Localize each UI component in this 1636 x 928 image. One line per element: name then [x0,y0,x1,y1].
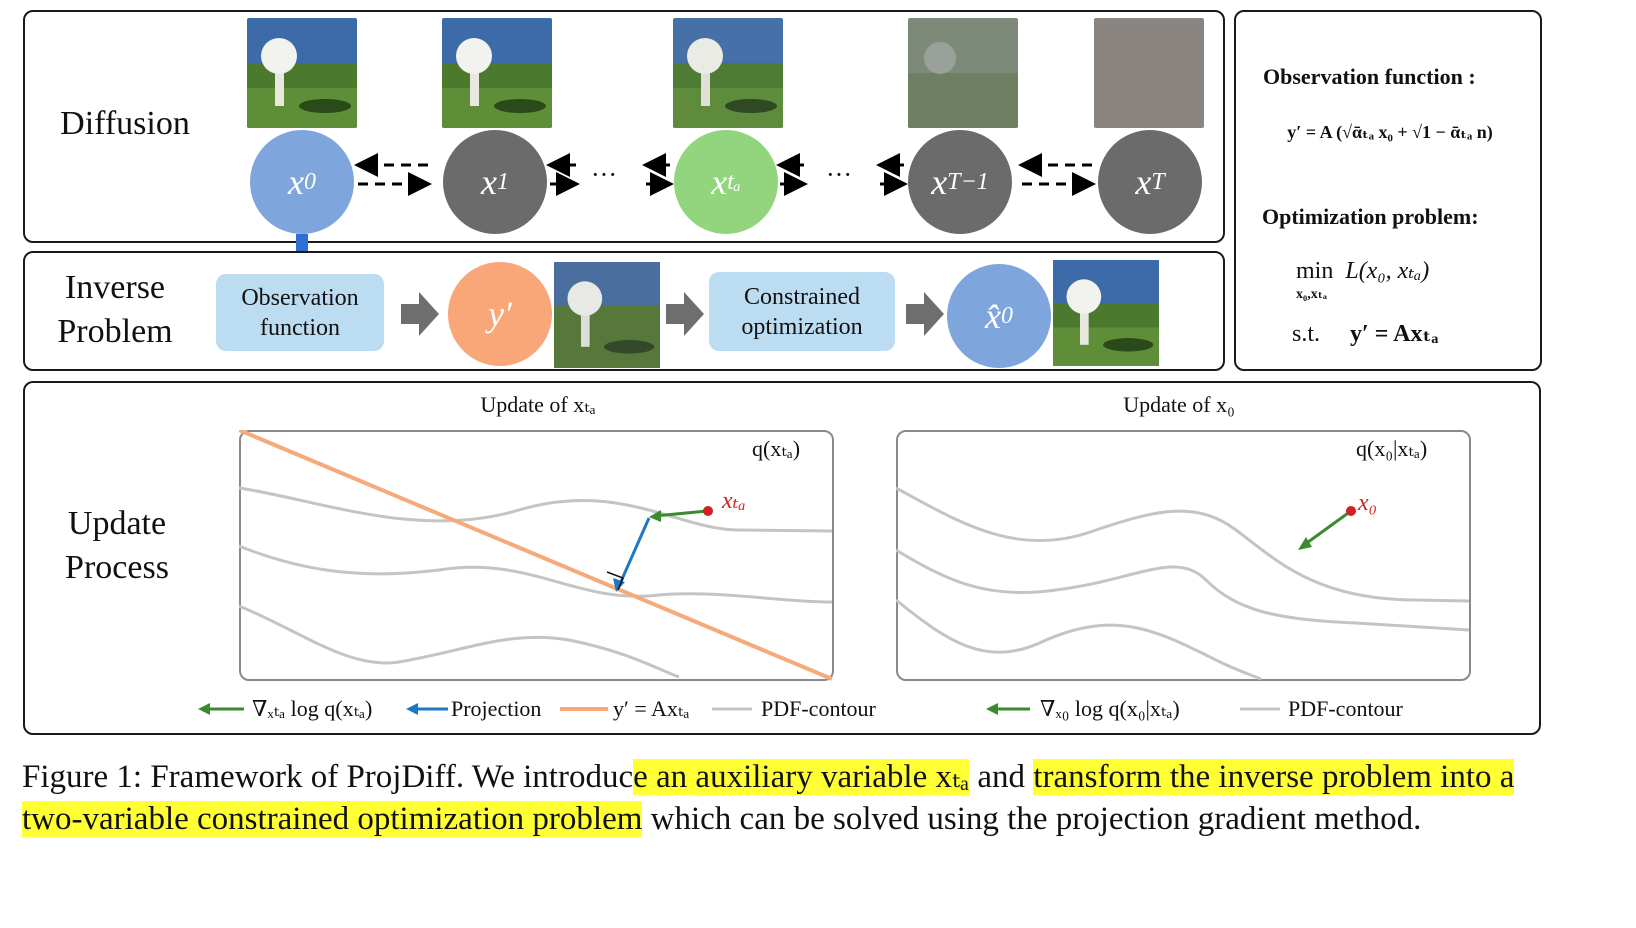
gray-arrow-1 [401,292,439,336]
opt-problem-title: Optimization problem: [1262,204,1479,229]
diffusion-label: Diffusion [60,105,190,142]
opt-constraint: s.t. y′ = Axₜₐ [1292,321,1439,347]
diffusion-panel [23,10,1225,243]
left-plot-curves [239,430,833,681]
right-plot-frame [896,430,1471,681]
legend-gradient-x0: ∇ₓ₀ log q(x₀|xₜₐ) [1040,696,1180,721]
opt-objective: min L(x₀, xₜₐ) [1296,258,1430,284]
gray-arrow-2 [666,292,704,336]
node-xhat0: x̂ 0 [947,264,1051,368]
reconstructed-image [1052,260,1160,366]
constrained-optimization-box: Constrained optimization [709,272,895,351]
update-label: Update Process [65,505,169,586]
right-point-label: x₀ [1358,490,1377,516]
node-xta: x tₐ [674,130,778,234]
right-plot-curves [896,486,1470,681]
golf-ball-image-clean [247,18,357,128]
ellipsis-2: ··· [826,160,852,189]
golf-ball-image-step1 [442,18,552,128]
node-xT-1: x T−1 [908,130,1012,234]
caption-highlight-1: e an auxiliary variable xₜₐ [633,759,970,795]
ellipsis-1: ··· [591,160,617,189]
right-plot-label: q(x₀|xₜₐ) [1356,436,1428,461]
legend-projection: Projection [451,696,542,721]
gray-arrow-3 [906,292,944,336]
obs-function-title: Observation function : [1263,64,1476,89]
node-y-prime: y′ [448,262,552,366]
right-plot-title: Update of x₀ [1123,392,1235,417]
formula-panel [1234,10,1542,371]
figure-caption: Figure 1: Framework of ProjDiff. We intr… [22,759,1515,837]
left-point-label: xₜₐ [722,488,746,514]
diffusion-dashed-arrows [354,153,1096,196]
legend-constraint-line: y′ = Axₜₐ [613,696,690,721]
left-plot-title: Update of xₜₐ [480,392,596,417]
observation-function-box: Observation function [216,274,384,351]
observed-image [553,262,661,368]
legend-pdf-contour-right: PDF-contour [1288,696,1403,721]
obs-function-equation: y′ = A (√ᾱₜₐ x₀ + √1 − ᾱₜₐ n) [1287,122,1493,142]
left-plot-label: q(xₜₐ) [752,436,801,461]
opt-min-subscript: x₀,xₜₐ [1296,287,1327,302]
legend-pdf-contour-left: PDF-contour [761,696,876,721]
legend-gradient-xta: ∇ₓₜₐ log q(xₜₐ) [252,696,373,721]
golf-ball-image-ta [673,18,783,128]
inverse-label: Inverse Problem [57,269,173,350]
noise-image-t [1094,18,1204,128]
noisy-image-t-1 [908,18,1018,128]
legend-icons [198,703,1280,715]
